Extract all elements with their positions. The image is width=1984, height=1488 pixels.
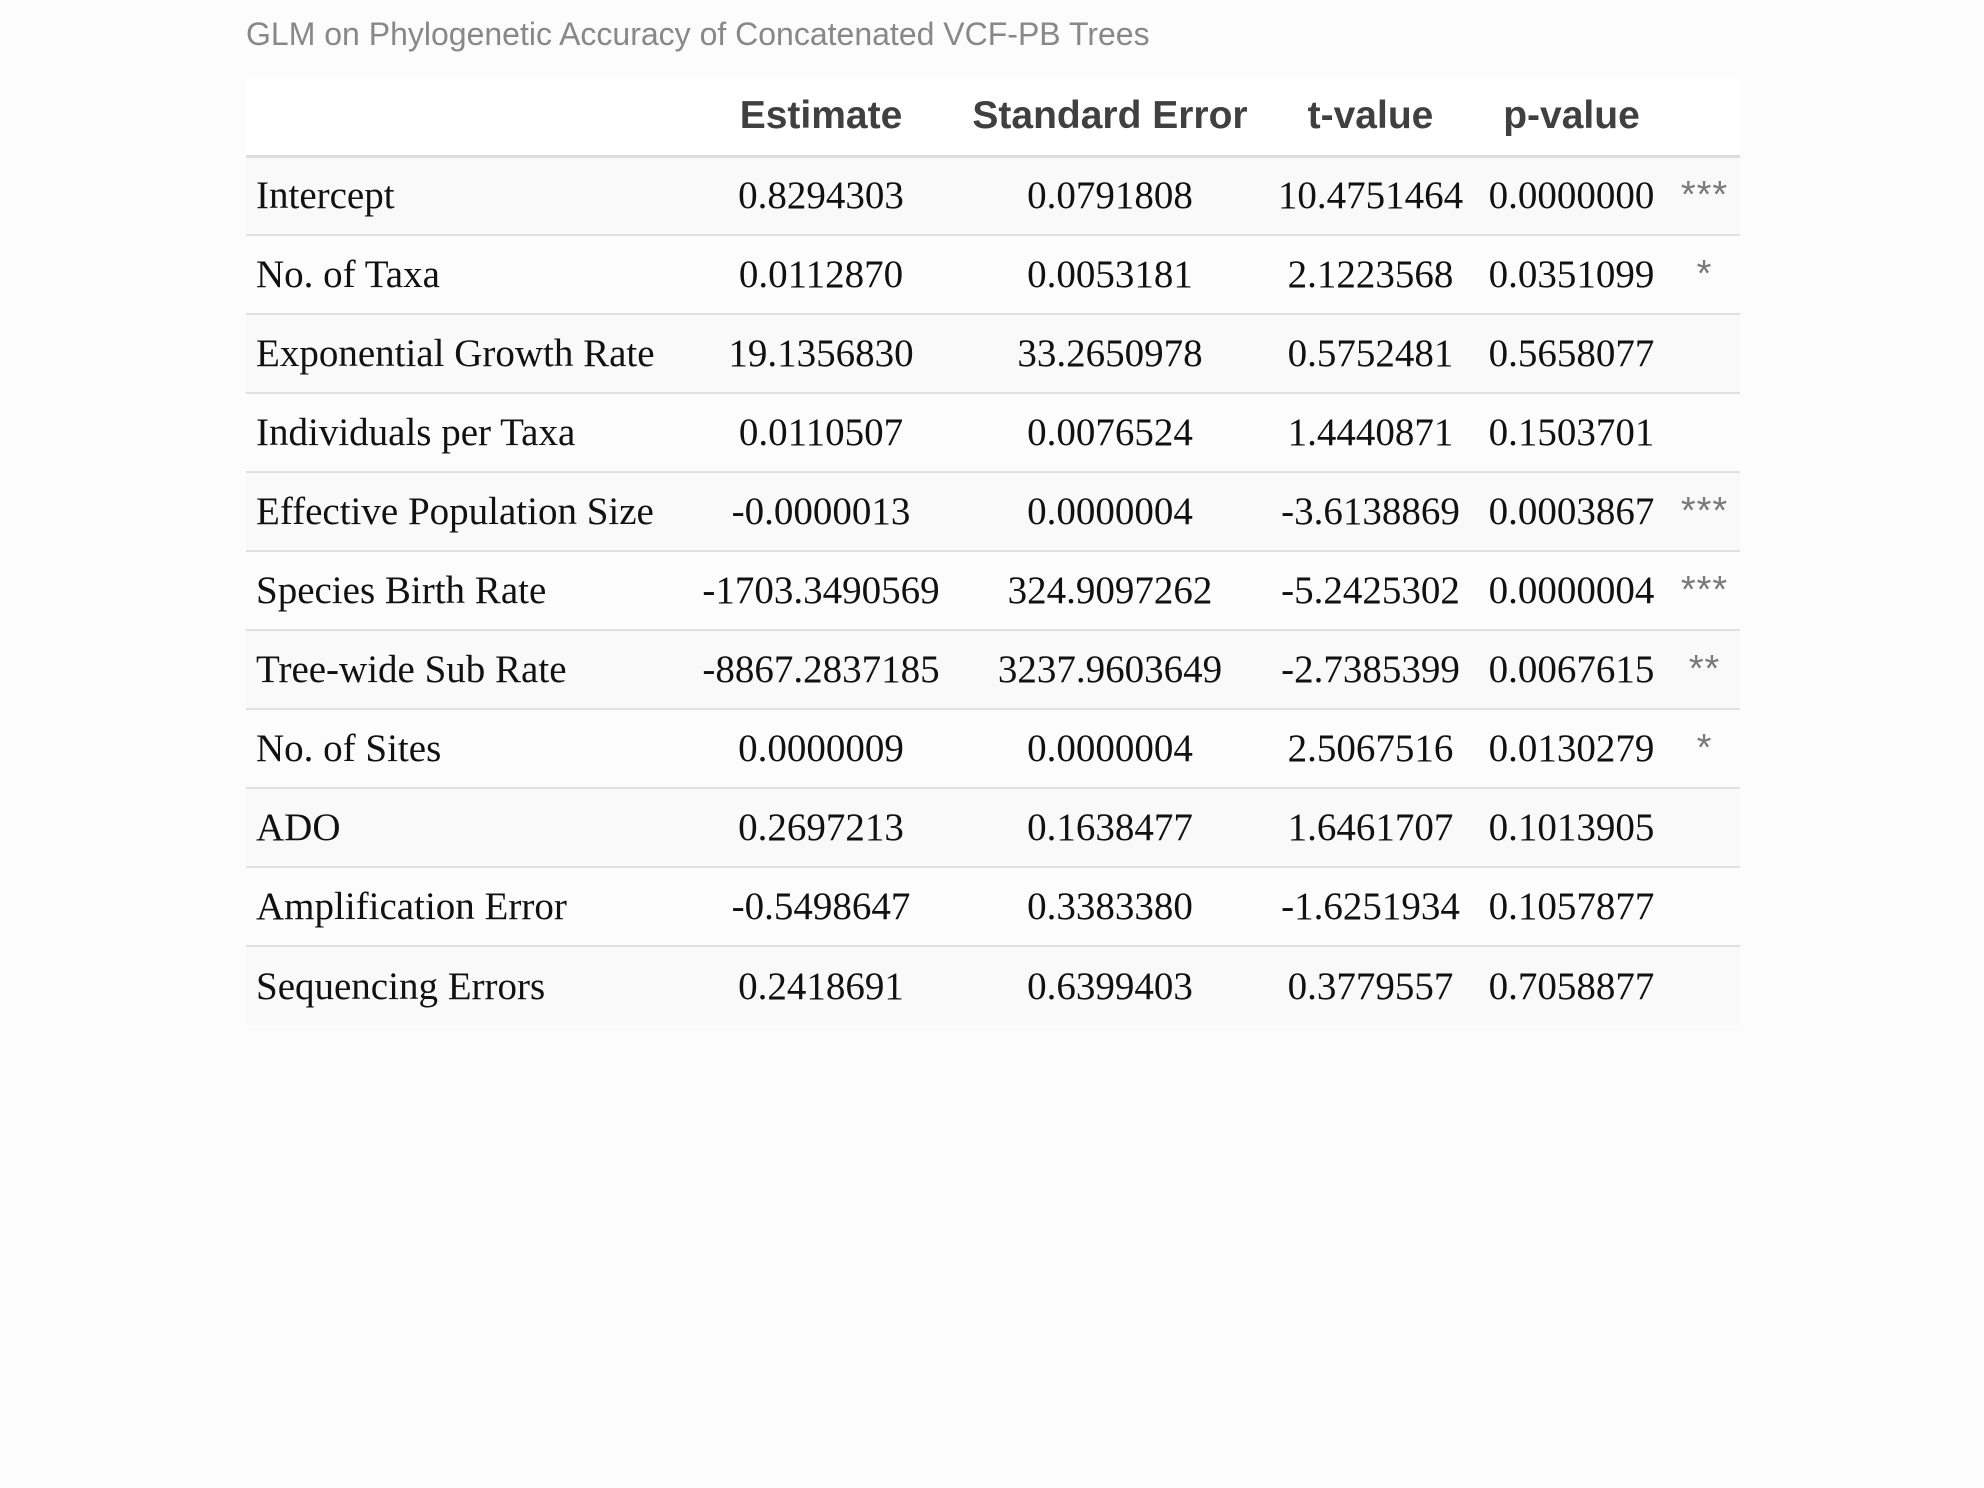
cell-t-value: 2.5067516 (1267, 709, 1474, 789)
cell-standard-error: 0.3383380 (953, 867, 1267, 947)
cell-term: No. of Taxa (246, 235, 689, 315)
cell-significance: * (1669, 235, 1740, 315)
table-row: Tree-wide Sub Rate -8867.2837185 3237.9603… (246, 630, 1740, 710)
table-row: Exponential Growth Rate 19.1356830 33.2650… (246, 314, 1740, 394)
cell-standard-error: 324.9097262 (953, 551, 1267, 631)
cell-significance (1669, 788, 1740, 868)
cell-estimate: -0.5498647 (689, 867, 953, 947)
cell-t-value: 10.4751464 (1267, 156, 1474, 236)
cell-t-value: 0.5752481 (1267, 314, 1474, 394)
cell-p-value: 0.0000004 (1474, 551, 1669, 631)
cell-term: ADO (246, 788, 689, 868)
cell-p-value: 0.1503701 (1474, 393, 1669, 473)
table-caption: GLM on Phylogenetic Accuracy of Concaten… (246, 16, 1150, 52)
table-header: Estimate Standard Error t-value p-value (246, 78, 1740, 158)
cell-standard-error: 0.0076524 (953, 393, 1267, 473)
cell-estimate: -8867.2837185 (689, 630, 953, 710)
table-row: Amplification Error -0.5498647 0.3383380 -1… (246, 867, 1740, 947)
cell-term: Effective Population Size (246, 472, 689, 552)
cell-t-value: -2.7385399 (1267, 630, 1474, 710)
cell-p-value: 0.0130279 (1474, 709, 1669, 789)
table-body: Intercept 0.8294303 0.0791808 10.4751464 0.0… (246, 156, 1740, 1025)
table-row: Intercept 0.8294303 0.0791808 10.4751464 0.0… (246, 156, 1740, 236)
cell-standard-error: 0.0000004 (953, 709, 1267, 789)
cell-p-value: 0.0351099 (1474, 235, 1669, 315)
cell-significance (1669, 314, 1740, 394)
cell-p-value: 0.1013905 (1474, 788, 1669, 868)
table-row: Species Birth Rate -1703.3490569 324.90972… (246, 551, 1740, 631)
cell-estimate: 0.0110507 (689, 393, 953, 473)
table-row: Individuals per Taxa 0.0110507 0.0076524 1.… (246, 393, 1740, 473)
cell-term: No. of Sites (246, 709, 689, 789)
cell-standard-error: 0.0053181 (953, 235, 1267, 315)
cell-p-value: 0.7058877 (1488, 964, 1655, 1008)
cell-term: Individuals per Taxa (246, 393, 689, 473)
table-row: No. of Taxa 0.0112870 0.0053181 2.1223568 0.… (246, 235, 1740, 315)
cell-p-value: 0.0003867 (1474, 472, 1669, 552)
cell-t-value: -1.6251934 (1267, 867, 1474, 947)
cell-p-value: 0.5658077 (1474, 314, 1669, 394)
cell-standard-error: 3237.9603649 (953, 630, 1267, 710)
cell-significance: *** (1669, 156, 1740, 236)
cell-term: Species Birth Rate (246, 551, 689, 631)
header-estimate: Estimate (689, 78, 953, 158)
cell-significance: *** (1669, 551, 1740, 631)
cell-standard-error: 0.0791808 (953, 156, 1267, 236)
cell-standard-error: 0.0000004 (953, 472, 1267, 552)
cell-estimate: 0.8294303 (689, 156, 953, 236)
cell-term: Exponential Growth Rate (246, 314, 689, 394)
cell-estimate: 0.0000009 (689, 709, 953, 789)
cell-p-value: 0.0000000 (1474, 156, 1669, 236)
cell-significance: *** (1669, 472, 1740, 552)
cell-significance (1669, 867, 1740, 947)
cell-t-value: -5.2425302 (1267, 551, 1474, 631)
header-p-value: p-value (1474, 78, 1669, 158)
cell-significance: ** (1669, 630, 1740, 710)
cell-estimate: 0.2418691 (738, 964, 904, 1008)
cell-term: Amplification Error (246, 867, 689, 947)
cell-t-value: 0.3779557 (1287, 964, 1454, 1008)
table-row: No. of Sites 0.0000009 0.0000004 2.5067516 0… (246, 709, 1740, 789)
cell-t-value: 1.4440871 (1267, 393, 1474, 473)
cell-significance (1669, 946, 1740, 1025)
cell-estimate: 19.1356830 (689, 314, 953, 394)
glm-results-table: Estimate Standard Error t-value p-value … (246, 78, 1740, 1025)
cell-estimate: -0.0000013 (689, 472, 953, 552)
cell-t-value: -3.6138869 (1267, 472, 1474, 552)
header-significance (1669, 78, 1740, 158)
header-t-value: t-value (1267, 78, 1474, 158)
cell-t-value: 2.1223568 (1267, 235, 1474, 315)
header-term (246, 78, 689, 158)
cell-p-value: 0.0067615 (1474, 630, 1669, 710)
cell-standard-error: 0.1638477 (953, 788, 1267, 868)
cell-p-value: 0.1057877 (1474, 867, 1669, 947)
table-row: Effective Population Size -0.0000013 0.000… (246, 472, 1740, 552)
cell-standard-error: 33.2650978 (953, 314, 1267, 394)
cell-term: Intercept (246, 156, 689, 236)
cell-significance (1669, 393, 1740, 473)
cell-standard-error: 0.6399403 (1027, 964, 1193, 1008)
table-row: Sequencing Errors 0.2418691 0.6399403 0.377… (246, 946, 1740, 1025)
header-row: Estimate Standard Error t-value p-value (246, 78, 1740, 158)
cell-t-value: 1.6461707 (1267, 788, 1474, 868)
cell-significance: * (1669, 709, 1740, 789)
cell-estimate: -1703.3490569 (689, 551, 953, 631)
cell-term: Sequencing Errors (256, 964, 546, 1008)
header-standard-error: Standard Error (953, 78, 1267, 158)
table-row: ADO 0.2697213 0.1638477 1.6461707 0.1013905 (246, 788, 1740, 868)
cell-estimate: 0.2697213 (689, 788, 953, 868)
cell-estimate: 0.0112870 (689, 235, 953, 315)
cell-term: Tree-wide Sub Rate (246, 630, 689, 710)
